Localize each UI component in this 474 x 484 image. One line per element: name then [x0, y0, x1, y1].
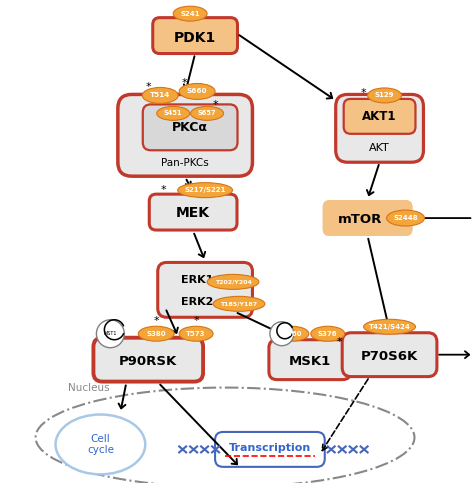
Text: *: *	[212, 100, 218, 110]
Ellipse shape	[207, 274, 259, 289]
Text: S129: S129	[375, 92, 394, 98]
Ellipse shape	[387, 210, 424, 226]
Ellipse shape	[157, 106, 190, 121]
Text: S657: S657	[198, 110, 216, 116]
Ellipse shape	[179, 83, 215, 99]
Text: T202/Y204: T202/Y204	[215, 279, 251, 285]
FancyBboxPatch shape	[336, 94, 423, 162]
Text: *: *	[182, 78, 187, 89]
Text: S380: S380	[146, 331, 166, 337]
Ellipse shape	[368, 88, 401, 103]
Text: S241: S241	[180, 11, 200, 16]
Text: T421/S424: T421/S424	[369, 324, 410, 330]
Text: MST1: MST1	[104, 331, 117, 336]
Circle shape	[96, 320, 124, 348]
Text: *: *	[146, 82, 151, 92]
Ellipse shape	[138, 326, 174, 341]
Ellipse shape	[275, 326, 309, 341]
Text: mTOR: mTOR	[337, 212, 382, 226]
Ellipse shape	[55, 414, 145, 474]
Text: *: *	[160, 185, 166, 195]
Text: Pan-PKCs: Pan-PKCs	[161, 158, 209, 168]
Ellipse shape	[191, 106, 224, 121]
Text: T185/Y187: T185/Y187	[220, 302, 257, 306]
Text: S376: S376	[318, 331, 337, 337]
Text: MEK: MEK	[176, 206, 210, 220]
Circle shape	[270, 322, 294, 346]
Text: ERK1: ERK1	[181, 275, 213, 285]
Text: PDK1: PDK1	[174, 30, 216, 45]
FancyBboxPatch shape	[323, 200, 412, 236]
Text: AKT1: AKT1	[362, 110, 397, 123]
Text: *: *	[337, 337, 343, 347]
Ellipse shape	[178, 182, 233, 197]
Text: Cell
cycle: Cell cycle	[87, 434, 114, 455]
Text: PKCα: PKCα	[172, 121, 208, 134]
FancyBboxPatch shape	[153, 17, 237, 54]
FancyBboxPatch shape	[323, 200, 412, 236]
Ellipse shape	[311, 326, 345, 341]
Text: P70S6K: P70S6K	[361, 350, 418, 363]
Text: AKT: AKT	[369, 143, 390, 153]
FancyBboxPatch shape	[342, 333, 437, 377]
Text: *: *	[361, 89, 366, 98]
Text: ERK2: ERK2	[181, 297, 213, 307]
Text: *: *	[154, 316, 159, 326]
Ellipse shape	[364, 319, 416, 334]
Text: *: *	[193, 316, 199, 326]
Text: P90RSK: P90RSK	[119, 355, 177, 368]
Text: MSK1: MSK1	[289, 355, 331, 368]
Text: S217/S221: S217/S221	[184, 187, 226, 193]
Text: Nucleus: Nucleus	[68, 382, 109, 393]
Text: T573: T573	[186, 331, 206, 337]
Ellipse shape	[213, 296, 265, 311]
Text: T514: T514	[150, 92, 170, 98]
Ellipse shape	[173, 6, 207, 21]
FancyBboxPatch shape	[143, 105, 237, 150]
Text: S660: S660	[187, 89, 207, 94]
FancyBboxPatch shape	[118, 94, 253, 176]
FancyBboxPatch shape	[215, 432, 325, 467]
FancyBboxPatch shape	[93, 338, 203, 381]
Text: S451: S451	[164, 110, 182, 116]
FancyBboxPatch shape	[344, 99, 416, 134]
Text: S360: S360	[282, 331, 301, 337]
FancyBboxPatch shape	[158, 262, 253, 318]
Text: S2448: S2448	[393, 215, 418, 221]
FancyBboxPatch shape	[269, 340, 351, 379]
FancyBboxPatch shape	[149, 194, 237, 230]
Ellipse shape	[179, 326, 213, 341]
Text: Transcription: Transcription	[229, 443, 311, 454]
Ellipse shape	[142, 88, 178, 104]
